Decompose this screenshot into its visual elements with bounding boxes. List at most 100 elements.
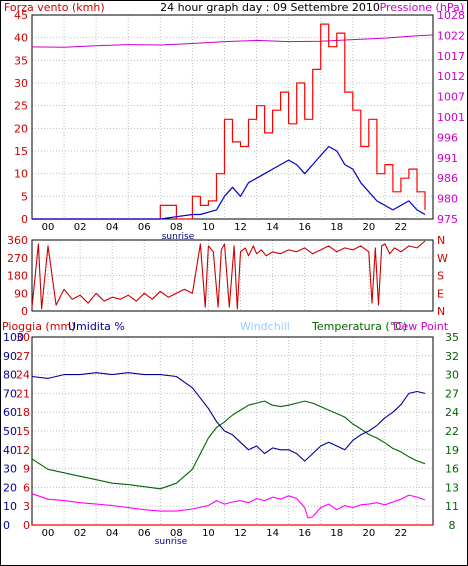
humidity-tick-1: 10 [3,500,17,513]
rain-tick-5: 15 [16,425,30,438]
humidity-tick-0: 0 [3,519,10,532]
compass-tick-2: S [437,270,444,283]
rain-tick-6: 18 [16,406,30,419]
humidity-tick-5: 50 [3,425,17,438]
temperature-tick-7: 27 [445,387,459,400]
pressure-tick-1: 980 [437,193,458,206]
wind-axis-ticks: 0 5 10 15 20 25 30 35 40 45 [14,9,28,226]
rain-axis-label: Pioggia (mm) [2,320,75,333]
pressure-tick-7: 1012 [437,70,465,83]
direction-panel-frame [31,239,434,312]
direction-tick-0: 0 [21,305,28,318]
climate-hour-5: 10 [202,528,215,539]
pressure-tick-8: 1017 [437,50,465,63]
temperature-tick-10: 35 [445,331,459,344]
pressure-tick-6: 1007 [437,91,465,104]
temperature-tick-6: 24 [445,406,459,419]
wind-hour-7: 14 [266,222,279,233]
wind-hour-3: 06 [138,222,151,233]
rain-tick-1: 3 [23,500,30,513]
direction-panel-series [31,240,426,310]
rain-tick-10: 30 [16,331,30,344]
pressure-tick-2: 986 [437,172,458,185]
wind-tick-3: 15 [14,145,28,158]
pressure-tick-10: 1028 [437,9,465,22]
humidity-tick-7: 70 [3,387,17,400]
humidity-tick-9: 90 [3,350,17,363]
temperature-line [31,400,426,490]
direction-panel-grid [32,240,433,311]
climate-panel-series [31,372,433,526]
sunrise-label-top: sunrise [162,232,195,242]
direction-axis-ticks: 0 90 180 270 360 [7,234,28,318]
chart-title: 24 hour graph day : 09 Settembre 2010 [160,1,380,14]
wind-hour-11: 22 [395,222,408,233]
climate-hour-9: 18 [330,528,343,539]
wind-hour-8: 16 [298,222,311,233]
direction-line [31,240,426,310]
humidity-axis-label: Umidita % [68,320,125,333]
pressure-tick-0: 975 [437,213,458,226]
compass-tick-3: W [437,252,448,265]
wind-avg-line [32,145,426,220]
wind-hour-4: 08 [170,222,183,233]
compass-tick-1: E [437,287,444,300]
temperature-tick-1: 11 [445,500,459,513]
wind-panel-grid [32,15,433,219]
wind-tick-9: 45 [14,9,28,22]
direction-tick-1: 90 [14,287,28,300]
rain-tick-2: 6 [23,481,30,494]
rain-tick-0: 0 [23,519,30,532]
wind-tick-5: 25 [14,100,28,113]
wind-hour-0: 00 [42,222,55,233]
temperature-tick-4: 19 [445,444,459,457]
wind-hour-9: 18 [330,222,343,233]
pressure-tick-5: 1001 [437,111,465,124]
sunrise-label-bottom: sunrise [155,537,188,547]
rain-tick-7: 21 [16,387,30,400]
pressure-tick-4: 996 [437,131,458,144]
rain-tick-8: 24 [16,369,30,382]
rain-axis-ticks: 0 3 6 9 12 15 18 21 24 27 30 [16,331,30,532]
wind-tick-6: 30 [14,77,28,90]
climate-hour-1: 02 [74,528,87,539]
wind-tick-2: 10 [14,168,28,181]
climate-hour-6: 12 [234,528,247,539]
humidity-axis-ticks: 0 10 20 30 40 50 60 70 80 90 100 [3,331,24,532]
rain-tick-3: 9 [23,463,30,476]
humidity-line [31,372,426,462]
wind-tick-7: 35 [14,54,28,67]
temperature-legend: Temperatura (°C) [311,320,407,333]
temperature-tick-5: 22 [445,425,459,438]
climate-hour-11: 22 [395,528,408,539]
wind-tick-1: 5 [21,190,28,203]
temperature-tick-2: 13 [445,481,459,494]
climate-hour-4: 08 [170,528,183,539]
pressure-tick-9: 1022 [437,29,465,42]
pressure-axis-ticks: 975 980 986 991 996 1001 1007 1012 1017 1022 1028 [437,9,465,226]
climate-hour-0: 00 [42,528,55,539]
direction-tick-2: 180 [7,270,28,283]
pressure-tick-3: 991 [437,152,458,165]
climate-hour-7: 14 [266,528,279,539]
humidity-tick-10: 100 [3,331,24,344]
wind-hour-2: 04 [106,222,119,233]
rain-tick-4: 12 [16,444,30,457]
rain-tick-9: 27 [16,350,30,363]
gust-line [32,23,426,220]
climate-hour-10: 20 [362,528,375,539]
temperature-tick-9: 32 [445,350,459,363]
wind-hour-5: 10 [202,222,215,233]
climate-hour-3: 06 [138,528,151,539]
wind-tick-0: 0 [21,213,28,226]
humidity-tick-6: 60 [3,406,17,419]
wind-tick-8: 40 [14,32,28,45]
climate-panel-hour-ticks: 00 02 04 06 08 10 12 14 16 18 20 22 [42,528,408,539]
compass-tick-4: N [437,234,445,247]
humidity-tick-2: 20 [3,481,17,494]
humidity-tick-8: 80 [3,369,17,382]
wind-panel-frame [31,14,434,220]
